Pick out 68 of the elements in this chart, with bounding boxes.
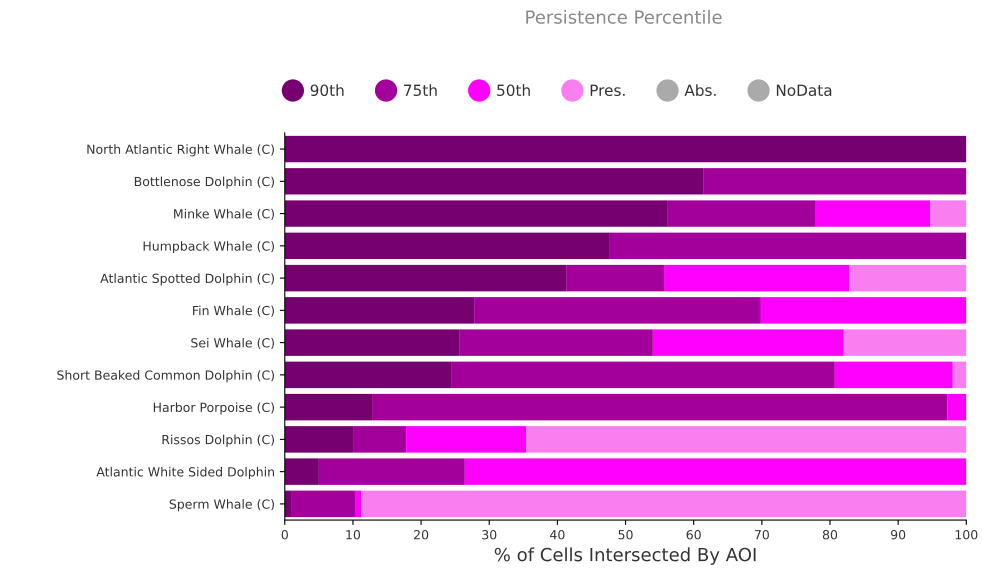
bar [318, 458, 465, 485]
bar [284, 168, 704, 195]
bar [284, 297, 474, 324]
bar [284, 232, 610, 260]
bar [703, 168, 966, 195]
bar [284, 264, 566, 292]
bar [284, 394, 373, 420]
bar [459, 329, 653, 356]
legend-label: Pres. [590, 84, 625, 96]
bar [474, 297, 760, 324]
bar [284, 458, 319, 485]
y-tick-label: Fin Whale (C) [193, 306, 274, 317]
bar [664, 264, 850, 292]
bar [354, 490, 362, 518]
y-tick-label: Humpback Whale (C) [144, 241, 274, 254]
legend-label: Abs. [684, 84, 716, 96]
y-tick-label: North Atlantic Right Whale (C) [87, 144, 274, 156]
x-tick-label: 50 [618, 530, 633, 540]
x-tick-label: 40 [550, 530, 565, 540]
bar [814, 200, 930, 227]
y-tick-label: Bottlenose Dolphin (C) [134, 176, 274, 189]
x-tick-label: 0 [282, 530, 288, 540]
x-tick-label: 100 [956, 530, 978, 540]
y-tick-label: Sei Whale (C) [191, 338, 274, 350]
bar [284, 200, 668, 227]
bar [406, 426, 526, 453]
bar [668, 200, 815, 227]
x-tick-label: 60 [686, 530, 701, 540]
y-tick-label: Rissos Dolphin (C) [162, 434, 274, 447]
x-tick-label: 70 [754, 530, 769, 540]
bar [372, 394, 948, 420]
x-tick-label: 90 [890, 530, 906, 540]
bar [284, 136, 966, 162]
bar [760, 297, 966, 324]
legend-label: 50th [497, 84, 530, 96]
bar [930, 200, 966, 227]
legend-label: NoData [776, 84, 832, 96]
bar [284, 329, 460, 356]
bar [844, 329, 966, 356]
bar [566, 264, 664, 292]
chart-title: Persistence Percentile [526, 10, 722, 24]
y-tick-label: Harbor Porpoise (C) [154, 402, 274, 414]
legend-label: 90th [310, 84, 344, 96]
bar [526, 426, 966, 453]
bar [284, 362, 452, 388]
y-tick-label: Short Beaked Common Dolphin (C) [57, 370, 274, 382]
legend-label: 75th [404, 84, 437, 96]
x-tick-label: 10 [346, 530, 360, 540]
bar [452, 362, 835, 388]
y-tick-label: Sperm Whale (C) [170, 499, 274, 512]
bar [834, 362, 953, 388]
y-tick-label: Minke Whale (C) [174, 208, 274, 220]
bar [361, 490, 966, 518]
y-tick-label: Atlantic White Sided Dolphin [96, 466, 274, 479]
x-tick-label: 20 [414, 530, 428, 540]
bar [354, 426, 406, 453]
bar [292, 490, 355, 518]
bar [849, 264, 966, 292]
bar [652, 329, 844, 356]
bar [952, 362, 966, 388]
x-axis-title: % of Cells Intersected By AOI [494, 547, 756, 565]
bar [610, 232, 966, 260]
x-tick-label: 80 [822, 530, 838, 540]
bar [947, 394, 966, 420]
bar [464, 458, 966, 485]
bar [284, 426, 354, 453]
x-tick-label: 30 [482, 530, 496, 540]
y-tick-label: Atlantic Spotted Dolphin (C) [100, 273, 274, 286]
